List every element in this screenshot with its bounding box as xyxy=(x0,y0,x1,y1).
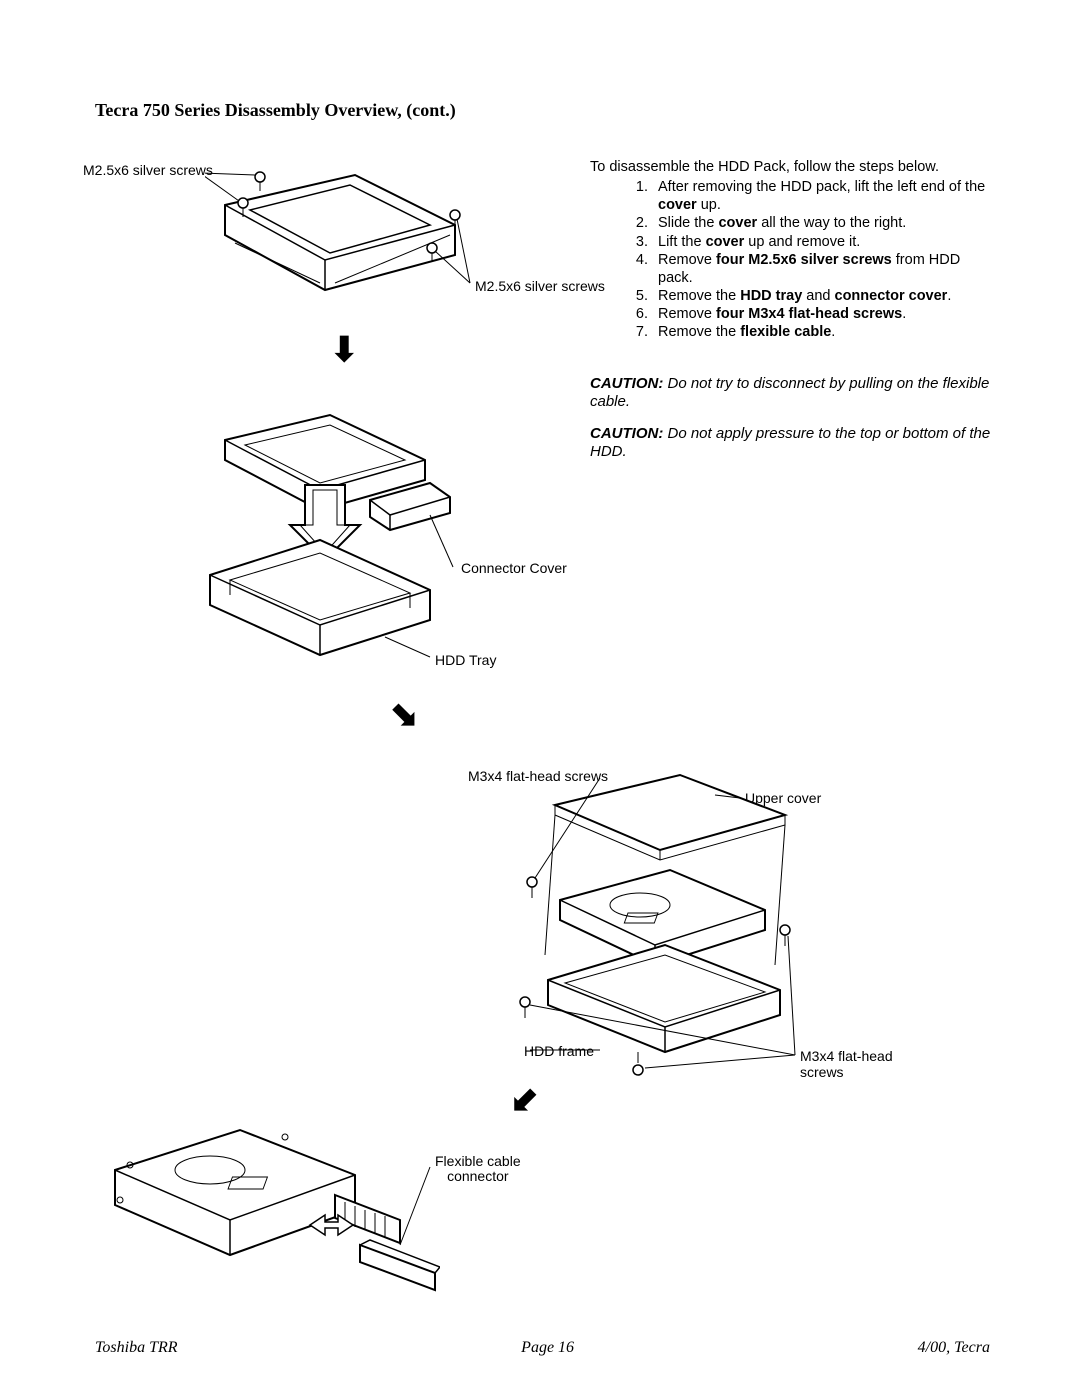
caution-2: CAUTION: Do not apply pressure to the to… xyxy=(590,425,995,461)
diagram-hdd-pack xyxy=(205,155,475,345)
instructions-intro: To disassemble the HDD Pack, follow the … xyxy=(590,158,995,176)
step-7: Remove the flexible cable. xyxy=(652,323,995,341)
label-flex-cable: Flexible cable connector xyxy=(435,1154,521,1185)
diagram-exploded-frame xyxy=(470,770,890,1080)
page-title: Tecra 750 Series Disassembly Overview, (… xyxy=(95,100,456,121)
footer-right: 4/00, Tecra xyxy=(918,1339,990,1357)
step-5: Remove the HDD tray and connector cover. xyxy=(652,287,995,305)
step-3: Lift the cover up and remove it. xyxy=(652,233,995,251)
step-1: After removing the HDD pack, lift the le… xyxy=(652,178,995,214)
diagram-exploded-tray xyxy=(195,405,465,670)
caution-1: CAUTION: Do not try to disconnect by pul… xyxy=(590,375,995,411)
step-4: Remove four M2.5x6 silver screws from HD… xyxy=(652,251,995,287)
arrow-down-left-icon: ⬋ xyxy=(510,1080,539,1120)
caution-label: CAUTION: xyxy=(590,425,663,442)
diagram-flex-cable xyxy=(100,1115,440,1295)
instructions-block: To disassemble the HDD Pack, follow the … xyxy=(590,158,995,341)
instructions-list: After removing the HDD pack, lift the le… xyxy=(590,178,995,341)
caution-label: CAUTION: xyxy=(590,375,663,392)
page-footer: Toshiba TRR Page 16 4/00, Tecra xyxy=(95,1339,990,1357)
footer-center: Page 16 xyxy=(521,1339,574,1357)
label-screws-top-left: M2.5x6 silver screws xyxy=(83,162,213,178)
label-connector-cover: Connector Cover xyxy=(461,560,567,576)
footer-left: Toshiba TRR xyxy=(95,1339,178,1357)
label-screws-top-right: M2.5x6 silver screws xyxy=(475,278,605,294)
step-6: Remove four M3x4 flat-head screws. xyxy=(652,305,995,323)
step-2: Slide the cover all the way to the right… xyxy=(652,214,995,232)
arrow-down-right-icon: ⬊ xyxy=(390,695,419,735)
